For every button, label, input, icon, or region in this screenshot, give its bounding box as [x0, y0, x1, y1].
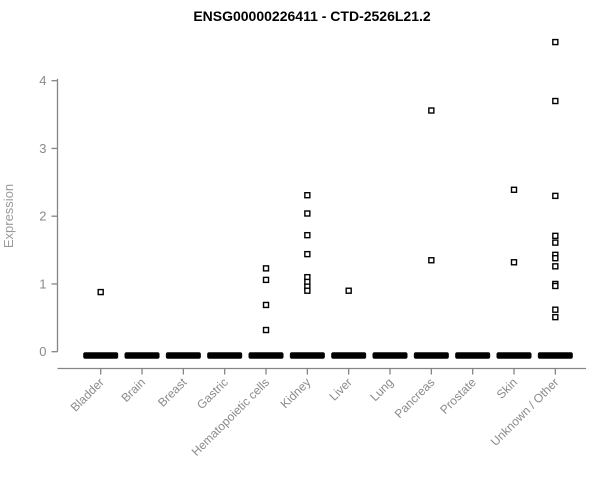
y-tick-label: 0: [39, 344, 46, 359]
zero-expression-bar: [83, 352, 119, 359]
y-tick-label: 3: [39, 141, 46, 156]
data-point: [428, 257, 435, 264]
x-tick-label: Gastric: [194, 375, 231, 412]
data-points-layer: [97, 38, 559, 334]
x-tick-label: Hematopoietic cells: [189, 375, 272, 458]
x-tick-label: Liver: [327, 375, 355, 403]
data-point: [552, 239, 559, 246]
x-tick-label: Bladder: [68, 375, 107, 414]
data-point: [510, 186, 518, 193]
data-point: [552, 263, 559, 270]
x-tick-label: Kidney: [278, 375, 314, 411]
zero-expression-bar: [289, 352, 325, 359]
data-point: [304, 191, 311, 199]
zero-expression-bar: [124, 352, 160, 359]
x-tick-label: Skin: [494, 375, 520, 401]
data-point: [262, 276, 270, 284]
zero-expression-bar: [537, 352, 573, 359]
data-point: [552, 313, 559, 321]
zero-expression-bar: [496, 352, 532, 359]
data-point: [552, 255, 559, 262]
data-point: [428, 107, 435, 114]
data-point: [552, 282, 559, 290]
x-tick-label: Brain: [118, 375, 148, 405]
data-point: [304, 250, 311, 258]
x-tick-label: Lung: [367, 375, 396, 404]
data-point: [304, 231, 311, 239]
data-point: [345, 287, 352, 294]
data-point: [552, 306, 559, 313]
data-point: [262, 301, 270, 309]
data-point: [552, 38, 559, 46]
data-point: [97, 288, 104, 296]
zero-bars-layer: [83, 352, 573, 359]
zero-expression-bar: [165, 352, 201, 359]
y-axis: 0 1 2 3 4: [39, 73, 59, 359]
x-tick-label: Prostate: [437, 375, 479, 417]
x-tick-label: Pancreas: [392, 375, 438, 421]
data-point: [510, 259, 518, 266]
zero-expression-bar: [372, 352, 408, 359]
zero-expression-bar: [207, 352, 243, 359]
data-point: [552, 192, 559, 200]
y-tick-label: 2: [39, 209, 46, 224]
data-point: [262, 265, 270, 272]
y-tick-label: 1: [39, 276, 46, 291]
chart-title: ENSG00000226411 - CTD-2526L21.2: [193, 8, 431, 24]
data-point: [262, 326, 270, 334]
data-point: [304, 210, 311, 217]
zero-expression-bar: [413, 352, 449, 359]
zero-expression-bar: [248, 352, 284, 359]
data-point: [552, 232, 559, 240]
data-point: [304, 287, 311, 294]
x-tick-label: Breast: [155, 375, 190, 410]
y-axis-title: Expression: [1, 184, 16, 248]
data-point: [552, 97, 559, 105]
zero-expression-bar: [455, 352, 491, 359]
zero-expression-bar: [331, 352, 367, 359]
y-tick-label: 4: [39, 73, 46, 88]
